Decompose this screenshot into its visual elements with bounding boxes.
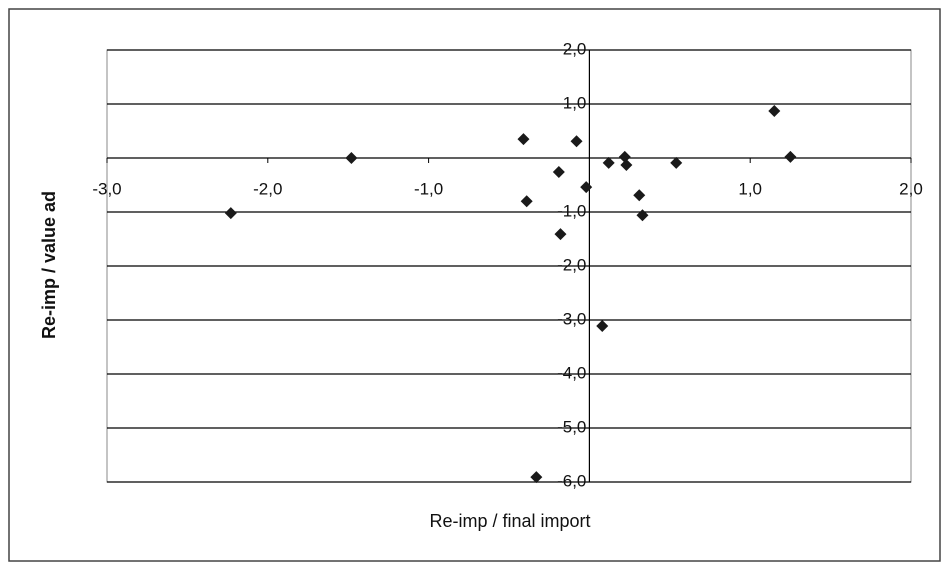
x-tick-label: -1,0 xyxy=(414,179,443,198)
y-tick-label: -2,0 xyxy=(557,255,586,274)
point xyxy=(345,152,358,164)
x-tick-label: 1,0 xyxy=(738,179,762,198)
y-tick-label: 1,0 xyxy=(563,93,587,112)
point xyxy=(520,195,533,208)
y-tick-label: -3,0 xyxy=(557,309,586,328)
point xyxy=(517,133,530,146)
y-tick-label: -6,0 xyxy=(557,471,586,490)
y-tick-label: -5,0 xyxy=(557,417,586,436)
x-axis-title: Re-imp / final import xyxy=(429,511,590,531)
point xyxy=(596,319,609,332)
point xyxy=(602,156,615,169)
point xyxy=(224,207,237,220)
x-tick-label: -2,0 xyxy=(253,179,282,198)
point xyxy=(580,181,593,194)
point xyxy=(554,228,567,241)
point xyxy=(530,471,543,484)
y-tick-label: -4,0 xyxy=(557,363,586,382)
point xyxy=(618,150,631,163)
point xyxy=(670,156,683,169)
point xyxy=(620,159,633,172)
point xyxy=(784,150,797,163)
point xyxy=(768,105,781,118)
y-tick-label: 2,0 xyxy=(563,39,587,58)
y-axis-title: Re-imp / value ad xyxy=(39,191,59,339)
x-tick-label: -3,0 xyxy=(92,179,121,198)
x-tick-label: 2,0 xyxy=(899,179,923,198)
point xyxy=(636,209,649,222)
point xyxy=(633,189,646,202)
point xyxy=(570,135,583,148)
y-tick-label: -1,0 xyxy=(557,201,586,220)
point xyxy=(552,166,565,179)
